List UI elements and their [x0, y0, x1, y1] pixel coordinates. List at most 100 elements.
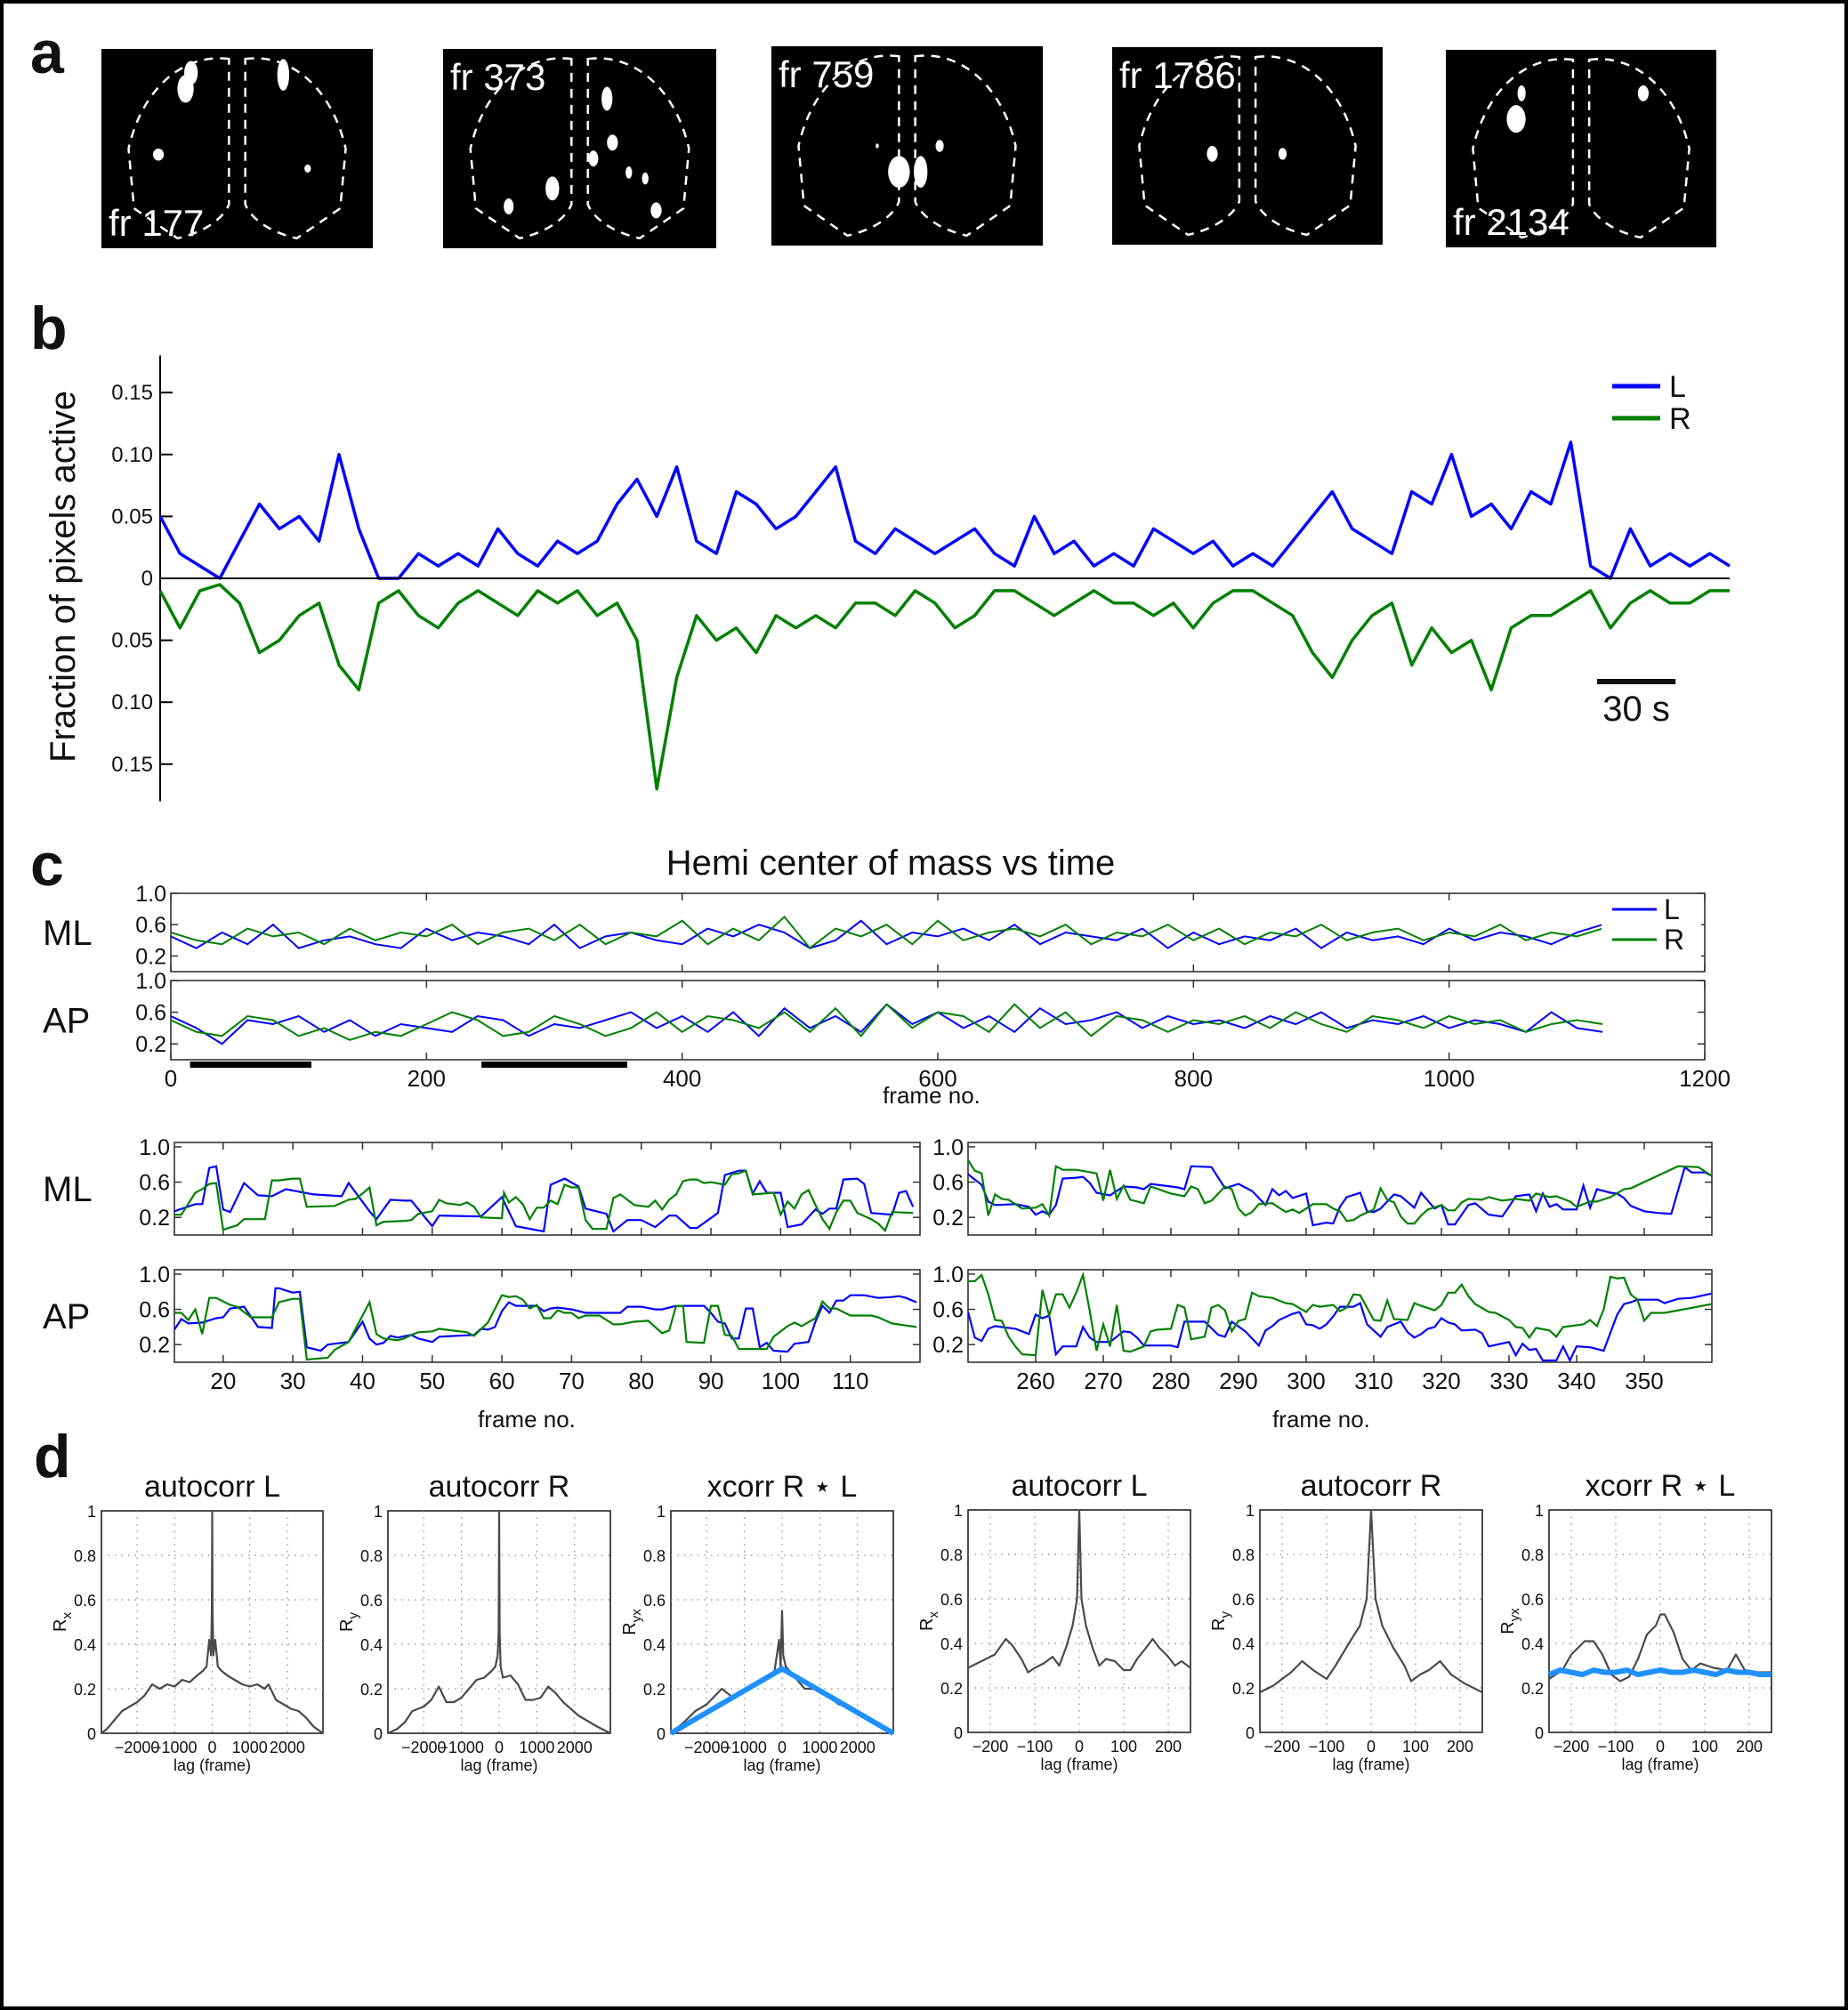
y-tick-label: 1 [1535, 1502, 1544, 1520]
activity-blob [642, 172, 649, 185]
x-tick-label: 2000 [270, 1739, 305, 1756]
correlation-subplot: 0 0.2 0.4 0.6 0.8 1 −2000−1000 0 1000 2000 xcorr R… [620, 1470, 895, 1774]
frame-label: fr 1786 [1119, 54, 1236, 96]
y-tick-label: 0.10 [111, 443, 153, 467]
frame-label: fr 177 [109, 202, 204, 244]
activity-blob [625, 166, 633, 179]
x-tick-label: 100 [1402, 1738, 1429, 1756]
y-tick-label: 0.6 [135, 913, 166, 938]
series-L-trace [174, 1287, 917, 1353]
y-tick-label: 0.4 [643, 1636, 666, 1654]
y-tick-label: 0.8 [643, 1547, 666, 1565]
x-tick-label: 80 [628, 1368, 654, 1394]
x-tick-label: 260 [1016, 1368, 1054, 1394]
y-tick-label: 0.2 [932, 1333, 964, 1358]
right-hemisphere-outline [1254, 55, 1357, 237]
x-tick-label: 800 [1174, 1065, 1213, 1092]
y-tick-label: 0.2 [74, 1681, 96, 1699]
series-R-trace [174, 1169, 914, 1232]
x-tick-label: 400 [663, 1065, 701, 1092]
activity-blob [545, 176, 560, 201]
y-tick-label: 1 [954, 1502, 963, 1520]
y-tick-label: 0.4 [940, 1635, 963, 1653]
legend-label-R: R [1664, 924, 1684, 956]
series-L-trace [174, 1165, 915, 1233]
y-tick-label: 0.2 [643, 1681, 666, 1699]
zoom-right: 1.0 0.6 0.2 1.0 0.6 0.2 260 270 280 290 300 310 320 3… [932, 1135, 1713, 1394]
brain-frame-image: fr 177 [101, 49, 373, 248]
y-tick-label: 1.0 [139, 1263, 170, 1288]
x-tick-label: 270 [1084, 1368, 1122, 1394]
x-tick-label: 200 [1155, 1738, 1182, 1756]
x-tick-label: −100 [1017, 1738, 1053, 1756]
scale-bar-label: 30 s [1602, 690, 1670, 729]
x-tick-label: 100 [1691, 1738, 1718, 1756]
chart-title: Hemi center of mass vs time [666, 844, 1116, 883]
axes-box [1548, 1509, 1772, 1733]
x-axis-label: lag (frame) [1332, 1756, 1409, 1773]
x-tick-label: 50 [419, 1368, 445, 1394]
y-axis-label-subscript: x [926, 1611, 941, 1618]
y-axis-label-subscript: y [346, 1612, 361, 1619]
y-axis-label-subscript: y [1218, 1611, 1233, 1618]
activity-blob [876, 143, 879, 149]
y-axis-label-main: R [1498, 1621, 1518, 1634]
y-tick-label: 0.4 [1521, 1635, 1544, 1653]
x-tick-label: 20 [210, 1368, 236, 1394]
y-tick-label: 0.2 [940, 1680, 963, 1698]
x-axis-label: frame no. [1272, 1406, 1370, 1433]
y-tick-label: 0.4 [360, 1636, 383, 1654]
x-axis-label: frame no. [478, 1406, 576, 1433]
y-axis-label-subscript: x [60, 1612, 75, 1619]
x-tick-label: −1000 [439, 1739, 484, 1756]
y-tick-label: 0.6 [940, 1591, 963, 1609]
x-tick-label: 200 [1447, 1738, 1473, 1756]
x-tick-label: 2000 [557, 1739, 593, 1756]
x-tick-label: 600 [918, 1065, 956, 1092]
y-tick-label: 0.2 [1232, 1680, 1255, 1698]
subplot-title: autocorr L [1011, 1469, 1147, 1503]
activity-blob [1506, 105, 1526, 133]
activity-blob [504, 198, 514, 214]
axes-box [174, 1142, 921, 1236]
subplot-title: autocorr L [144, 1470, 280, 1504]
activity-blob [177, 75, 194, 103]
y-tick-label: 0 [1246, 1724, 1255, 1742]
correlation-subplot: 0 0.2 0.4 0.6 0.8 1 −2000−1000 0 1000 2000 autocor… [51, 1470, 324, 1774]
panel-d-correlations: 00.20.40.60.81−2000−1000 0 1000 2000autocor… [51, 1469, 1772, 1774]
y-tick-label: 0.2 [360, 1681, 383, 1699]
series-R-trace [968, 1271, 1712, 1357]
x-tick-label: 200 [408, 1065, 446, 1092]
correlation-trace [387, 1509, 611, 1734]
correlation-trace [1259, 1508, 1483, 1693]
x-tick-label: 0 [778, 1739, 787, 1756]
legend-label-L: L [1664, 893, 1680, 925]
y-axis-label: Fraction of pixels active [44, 391, 83, 763]
y-tick-label: 0 [374, 1725, 383, 1743]
y-axis-label-main: R [1209, 1618, 1229, 1631]
y-tick-label: 0.6 [1232, 1591, 1255, 1609]
x-axis-label: lag (frame) [743, 1756, 820, 1774]
x-tick-label: 330 [1489, 1368, 1528, 1394]
activity-blob [1278, 148, 1287, 160]
y-tick-label: 0.2 [135, 1032, 166, 1057]
left-hemisphere-outline [469, 57, 573, 240]
row-label-AP: AP [43, 1002, 90, 1041]
series-L-trace [968, 1165, 1712, 1227]
y-tick-label: 0.6 [139, 1171, 170, 1196]
frame-label: fr 373 [450, 56, 545, 98]
axes-ML: 1.0 0.6 0.2 [932, 1135, 1713, 1236]
legend-label-L: L [1669, 370, 1686, 404]
activity-blob [1206, 146, 1218, 162]
axes-AP: 1.0 0.6 0.2 260 270 280 290 300 310 320 330 340 350 [932, 1263, 1713, 1394]
y-tick-label: 0.6 [1521, 1591, 1544, 1609]
x-tick-label: 110 [832, 1368, 868, 1394]
y-tick-label: 1 [374, 1503, 383, 1521]
y-axis-label: Ry [337, 1612, 361, 1632]
x-tick-label: 0 [1656, 1738, 1665, 1756]
y-axis-label: Rx [917, 1611, 941, 1631]
x-tick-label: 1000 [802, 1739, 837, 1756]
x-tick-label: 100 [762, 1368, 800, 1394]
x-tick-label: 40 [350, 1368, 375, 1394]
correlation-subplot: 0 0.2 0.4 0.6 0.8 1 −200 −100 0 100 200 autocorr R l… [1209, 1469, 1483, 1773]
